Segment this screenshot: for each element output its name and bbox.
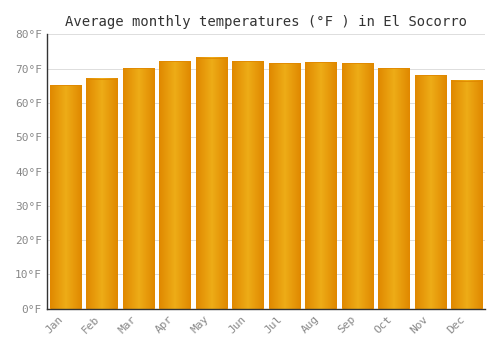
Bar (232, 62, 263, 309)
Bar (451, 80, 482, 309)
Bar (378, 68, 409, 309)
Bar (414, 76, 446, 309)
Bar (122, 68, 154, 309)
Bar (86, 79, 117, 309)
Bar (159, 62, 190, 309)
Bar (50, 85, 80, 309)
Title: Average monthly temperatures (°F ) in El Socorro: Average monthly temperatures (°F ) in El… (65, 15, 467, 29)
Bar (305, 62, 336, 309)
Bar (342, 63, 372, 309)
Bar (268, 63, 300, 309)
Bar (196, 58, 226, 309)
